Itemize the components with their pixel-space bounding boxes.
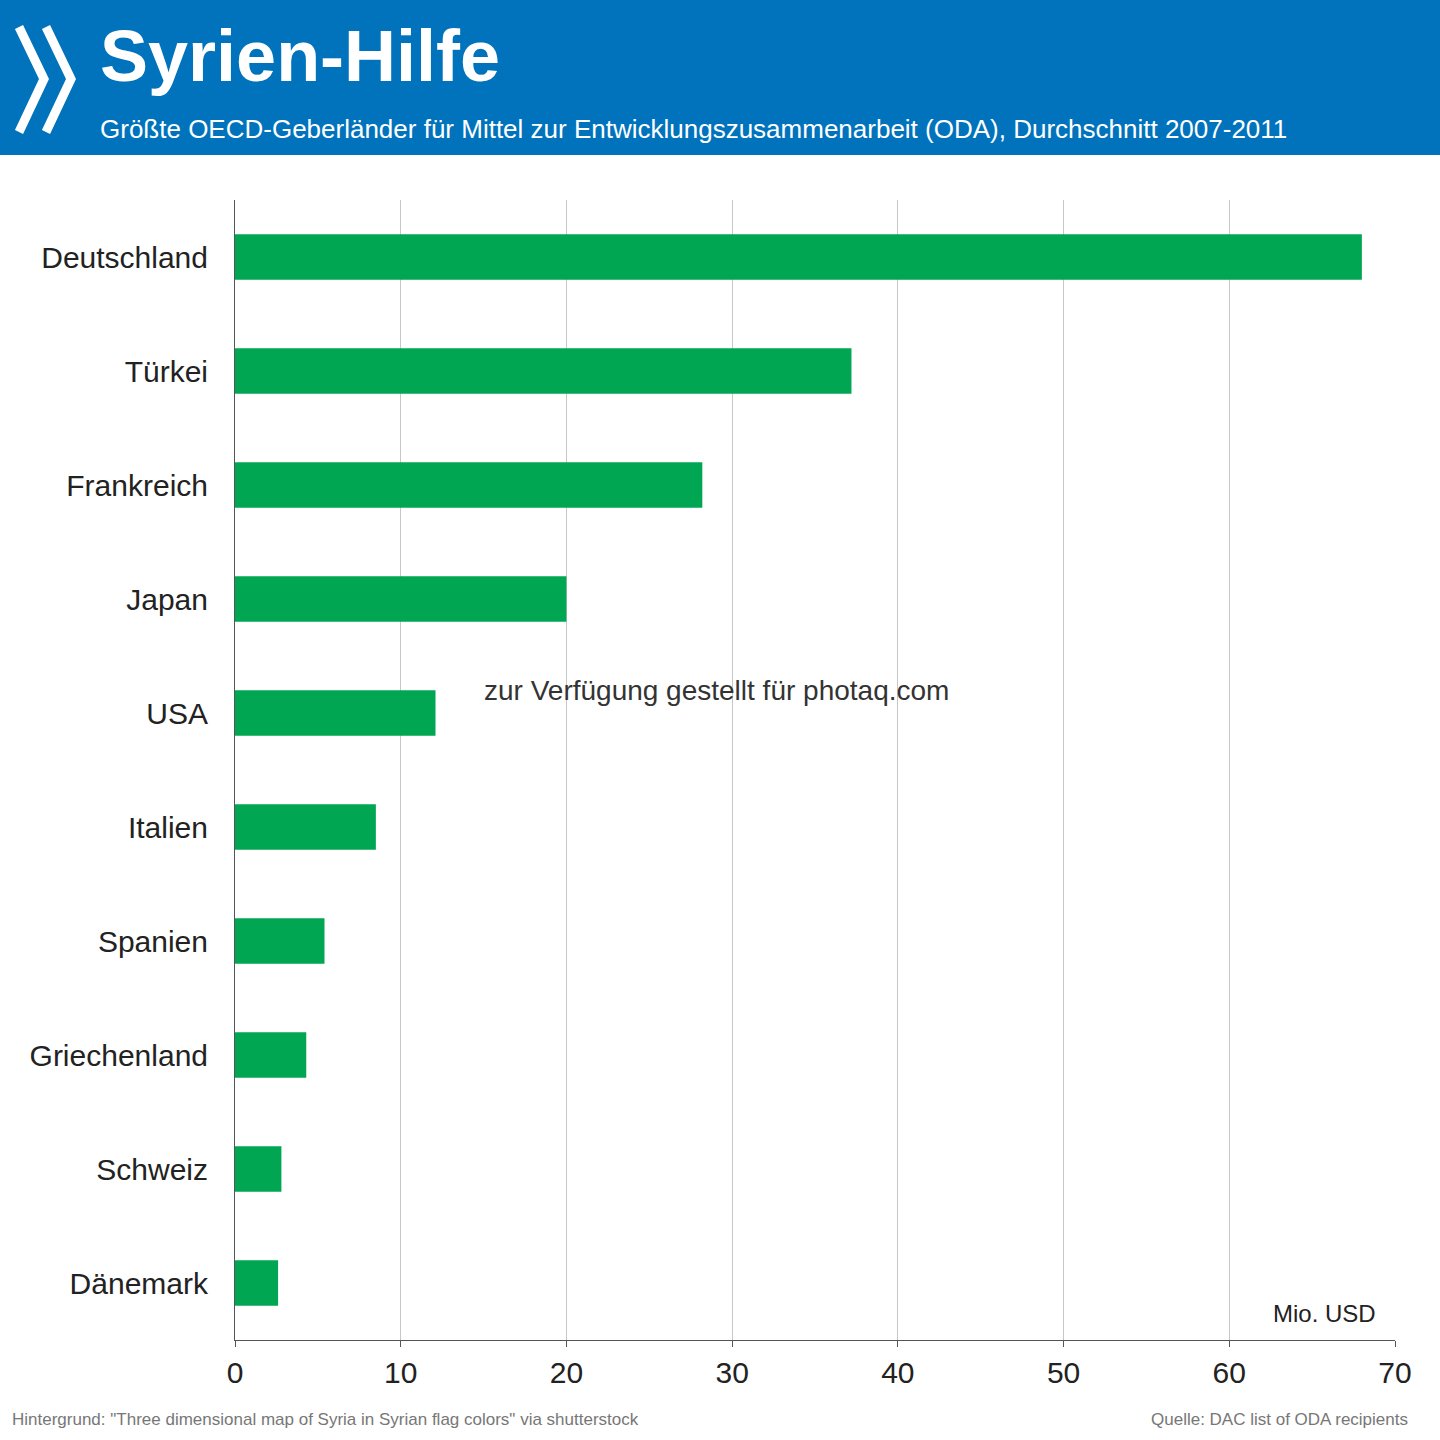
svg-text:30: 30	[715, 1356, 748, 1389]
svg-text:Japan: Japan	[126, 583, 208, 616]
html-text:Syrien-Hilfe: Syrien-Hilfe	[100, 16, 501, 96]
svg-text:70: 70	[1378, 1356, 1411, 1389]
svg-text:USA: USA	[146, 697, 208, 730]
svg-text:Griechenland: Griechenland	[30, 1039, 208, 1072]
svg-text:Schweiz: Schweiz	[96, 1153, 208, 1186]
svg-text:Hintergrund: "Three dimensiona: Hintergrund: "Three dimensional map of S…	[12, 1410, 639, 1429]
svg-text:60: 60	[1213, 1356, 1246, 1389]
svg-text:Spanien: Spanien	[98, 925, 208, 958]
svg-text:Italien: Italien	[128, 811, 208, 844]
svg-text:zur Verfügung gestellt für pho: zur Verfügung gestellt für photaq.com	[484, 675, 949, 706]
svg-text:Mio. USD: Mio. USD	[1273, 1300, 1376, 1327]
svg-text:10: 10	[384, 1356, 417, 1389]
svg-text:50: 50	[1047, 1356, 1080, 1389]
svg-text:Quelle: DAC list of ODA recipi: Quelle: DAC list of ODA recipients	[1151, 1410, 1408, 1429]
svg-text:Türkei: Türkei	[125, 355, 208, 388]
svg-text:Dänemark: Dänemark	[70, 1267, 209, 1300]
html-text:Größte OECD-Geberländer für Mi: Größte OECD-Geberländer für Mittel zur E…	[100, 114, 1288, 144]
svg-text:20: 20	[550, 1356, 583, 1389]
svg-text:0: 0	[227, 1356, 244, 1389]
svg-text:40: 40	[881, 1356, 914, 1389]
svg-text:Frankreich: Frankreich	[66, 469, 208, 502]
svg-text:Deutschland: Deutschland	[41, 241, 208, 274]
